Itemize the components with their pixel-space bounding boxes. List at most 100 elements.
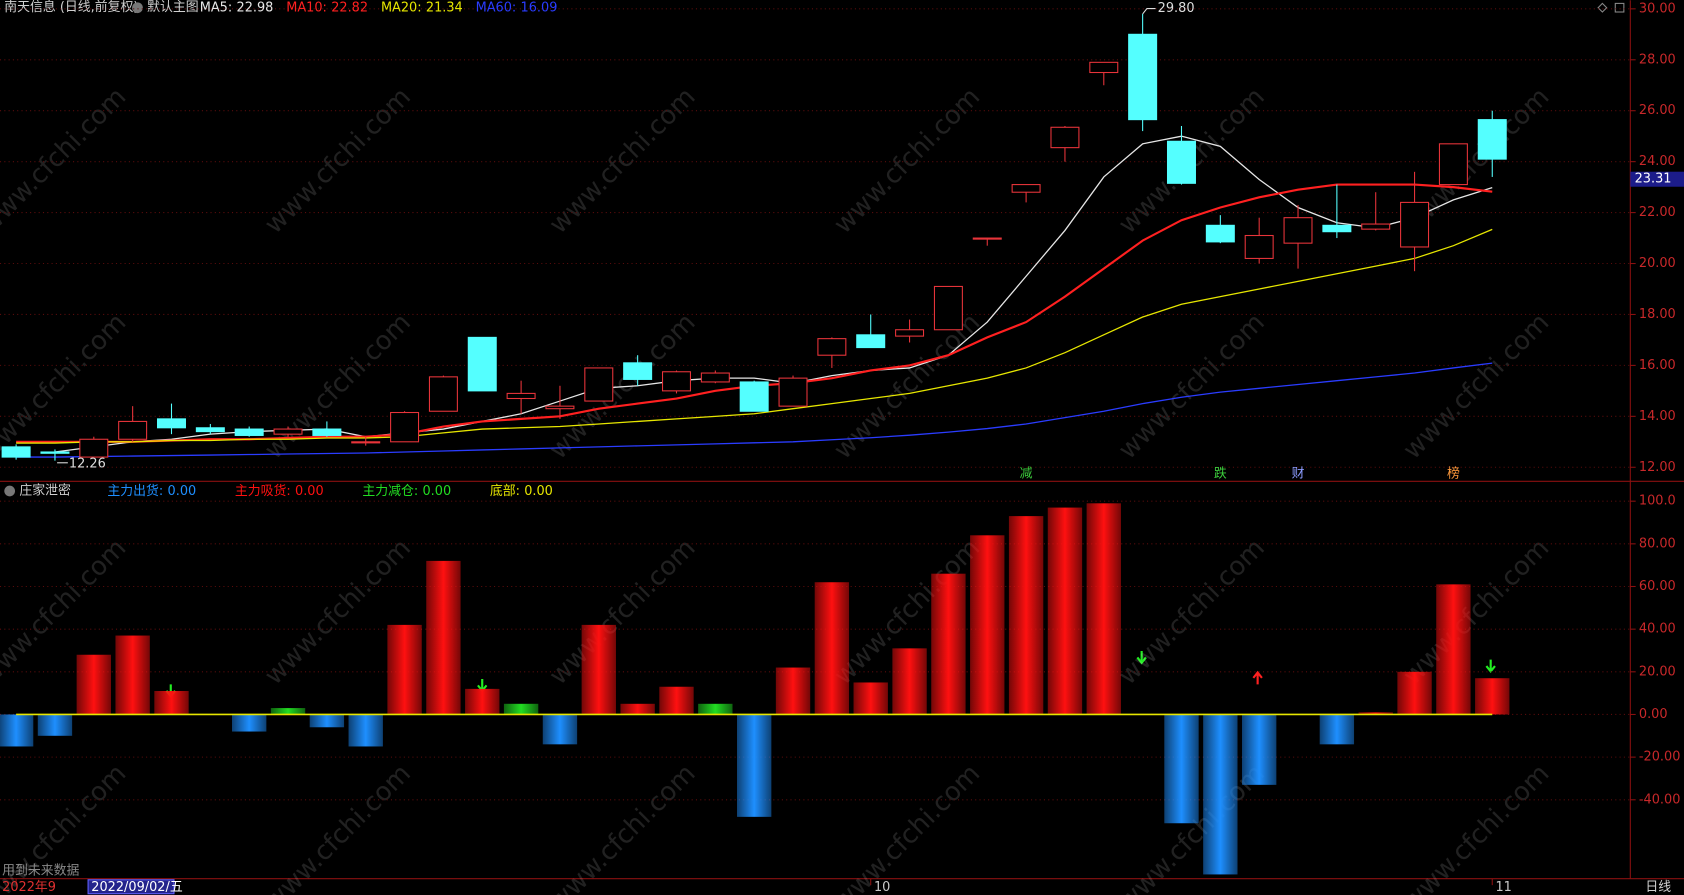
candle-body — [1361, 223, 1391, 230]
candle-body — [1322, 224, 1352, 233]
ma-line — [16, 228, 1493, 444]
candle-body — [739, 381, 769, 412]
last-price-box — [1630, 171, 1684, 187]
y-tick-label: 28.00 — [1639, 52, 1676, 67]
bar — [309, 714, 345, 728]
signal-label: 减 — [1020, 466, 1033, 481]
candle-body — [312, 428, 342, 436]
legend-name: MA10: — [286, 0, 327, 15]
bar — [931, 573, 966, 715]
warning: 用到未来数据 — [2, 864, 79, 879]
candle-body — [1283, 217, 1313, 244]
candle-body — [40, 451, 70, 454]
arrow — [1252, 670, 1263, 685]
legend-name: MA5: — [200, 0, 232, 15]
candle-body — [390, 411, 420, 443]
candle-body — [1050, 126, 1080, 149]
candle-body — [700, 372, 730, 383]
bar — [542, 714, 578, 745]
candle-body — [584, 367, 614, 402]
y-tick-label: 20.00 — [1639, 664, 1676, 679]
candle-body — [1128, 33, 1158, 121]
candle-body — [351, 441, 381, 444]
candle-body — [234, 428, 264, 436]
legend-value: 0.00 — [168, 483, 197, 498]
max-label: 29.80 — [1158, 1, 1195, 16]
legend: 主力出货: 0.00 主力吸货: 0.00 主力减仓: 0.00 底部: 0.00 — [107, 482, 552, 498]
legend-value: 0.00 — [422, 483, 451, 498]
bar — [232, 714, 267, 732]
bar — [581, 624, 616, 715]
candle-body — [545, 405, 575, 410]
icon[interactable] — [4, 485, 16, 497]
signal-label: 跌 — [1214, 465, 1227, 481]
y-tick-label: 24.00 — [1639, 154, 1676, 169]
legend-name: MA20: — [381, 0, 422, 15]
y-tick-label: 80.00 — [1639, 536, 1676, 551]
ma-line — [16, 362, 1493, 458]
bar — [1203, 714, 1238, 875]
legend: MA5: 22.98 MA10: 22.82 MA20: 21.34 MA60: 16.09 — [200, 0, 558, 15]
bar — [1241, 714, 1277, 785]
bar — [659, 686, 694, 715]
candle-body — [778, 377, 808, 407]
bar — [1397, 671, 1432, 715]
x-tick-label: 2022年9 — [2, 880, 56, 895]
signal-label: 财 — [1292, 466, 1305, 481]
bar — [1319, 714, 1355, 745]
bar — [736, 714, 772, 817]
icon[interactable] — [1614, 2, 1625, 13]
bar — [37, 714, 73, 736]
bar — [348, 714, 383, 747]
stock-title: 南天信息 (日线,前复权) — [4, 0, 138, 15]
bar — [270, 708, 306, 715]
template-name[interactable]: 默认主图 — [147, 0, 199, 15]
y-tick-label: 20.00 — [1639, 256, 1676, 271]
max-marker — [1142, 8, 1156, 15]
bar — [814, 582, 850, 715]
candle-body — [1438, 143, 1468, 186]
candle-body — [817, 338, 847, 356]
legend-name: 底部: — [490, 482, 520, 498]
candle-body — [506, 392, 536, 400]
legend-name: 主力减仓: — [362, 483, 418, 498]
bar — [115, 635, 150, 715]
bar — [698, 703, 733, 715]
y-tick-label: -20.00 — [1639, 750, 1681, 765]
candle-body — [273, 428, 303, 435]
bar — [1164, 714, 1199, 824]
icon[interactable] — [132, 2, 143, 14]
last-price: 23.31 — [1635, 172, 1672, 187]
bar — [154, 691, 189, 715]
candle-body — [1244, 234, 1274, 259]
bar — [620, 703, 655, 715]
legend-name: 主力吸货: — [235, 482, 291, 498]
icon[interactable] — [1597, 2, 1608, 13]
legend-name: MA60: — [476, 0, 517, 15]
candle-body — [661, 371, 691, 392]
candle-body — [195, 427, 225, 433]
bar — [1008, 516, 1044, 715]
legend-name: 主力出货: — [107, 482, 163, 498]
bar — [892, 648, 927, 715]
x-tick-label: 11 — [1495, 880, 1511, 895]
y-tick-label: -40.00 — [1639, 792, 1681, 807]
candle-body — [1400, 201, 1430, 248]
candle-body — [1477, 119, 1507, 160]
cursor-date-box — [87, 879, 175, 895]
legend-value: 22.82 — [331, 0, 368, 15]
min-label: 12.26 — [69, 456, 106, 471]
y-tick-label: 14.00 — [1639, 409, 1676, 424]
bar — [1475, 678, 1510, 715]
candle-body — [1089, 61, 1119, 74]
period: 日线 — [1645, 880, 1671, 895]
candle-body — [1, 446, 31, 458]
bar — [465, 688, 500, 715]
y-tick-label: 40.00 — [1639, 622, 1676, 637]
bar — [0, 714, 34, 747]
candle-body — [623, 362, 653, 380]
x-tick-label: 10 — [874, 880, 890, 895]
bar — [1358, 712, 1393, 715]
